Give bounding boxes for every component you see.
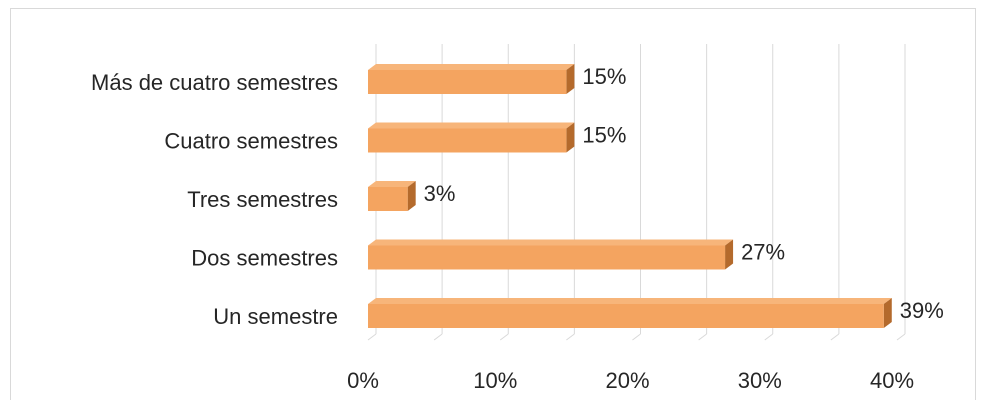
- gridline-floor: [632, 333, 641, 341]
- bar-top-face: [368, 64, 575, 70]
- x-tick-label: 20%: [605, 368, 649, 393]
- category-label: Tres semestres: [187, 187, 338, 212]
- data-label: 27%: [741, 240, 785, 265]
- x-tick-label: 0%: [347, 368, 379, 393]
- bar: [368, 245, 726, 270]
- bar-top-face: [368, 239, 734, 246]
- x-tick-label: 40%: [870, 368, 914, 393]
- bar-side-face: [566, 64, 575, 94]
- data-label: 15%: [582, 123, 626, 148]
- x-tick-label: 10%: [473, 368, 517, 393]
- bar-top-face: [368, 122, 575, 129]
- bar-side-face: [566, 122, 575, 153]
- bar-group: [368, 64, 575, 94]
- category-label: Cuatro semestres: [164, 129, 338, 154]
- gridline-floor: [830, 333, 840, 341]
- gridline-floor: [698, 333, 707, 341]
- gridline-floor: [499, 333, 509, 341]
- x-tick-label: 30%: [738, 368, 782, 393]
- data-label: 15%: [582, 64, 626, 89]
- data-label: 3%: [424, 181, 456, 206]
- bar-group: [368, 239, 734, 270]
- bar: [368, 304, 884, 328]
- bar-top-face: [368, 181, 416, 187]
- bar-group: [368, 181, 416, 211]
- bar-side-face: [883, 298, 892, 328]
- gridline-floor: [367, 333, 377, 341]
- gridline-floor: [896, 333, 906, 341]
- category-label: Más de cuatro semestres: [91, 70, 338, 95]
- bar: [368, 187, 408, 211]
- bars-layer: [368, 64, 892, 328]
- bar: [368, 70, 567, 94]
- gridline-floor: [566, 333, 575, 341]
- gridline-floor: [433, 333, 443, 341]
- bar-side-face: [407, 181, 416, 211]
- gridline-floor: [764, 333, 774, 341]
- bar-group: [368, 122, 575, 153]
- bar-top-face: [368, 298, 892, 304]
- bar-group: [368, 298, 892, 328]
- category-label: Dos semestres: [191, 246, 338, 271]
- category-label: Un semestre: [213, 304, 338, 329]
- chart-frame: [10, 8, 976, 400]
- bar: [368, 128, 567, 153]
- labels-layer: Más de cuatro semestres 15% Cuatro semestr…: [91, 64, 944, 393]
- data-label: 39%: [900, 298, 944, 323]
- bar-side-face: [725, 239, 734, 270]
